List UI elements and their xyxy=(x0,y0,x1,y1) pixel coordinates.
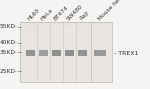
Bar xyxy=(64,28,74,31)
Bar xyxy=(39,50,48,56)
Bar xyxy=(26,50,34,56)
Text: - TREX1: - TREX1 xyxy=(114,51,138,56)
Bar xyxy=(51,28,60,31)
Bar xyxy=(94,50,106,56)
Text: Mouse heart: Mouse heart xyxy=(97,0,127,22)
Bar xyxy=(26,28,34,31)
Bar xyxy=(51,50,60,56)
Bar xyxy=(20,22,112,82)
Bar xyxy=(78,50,87,56)
Bar xyxy=(39,28,48,31)
Text: Raji: Raji xyxy=(79,10,90,22)
Text: 55KD-: 55KD- xyxy=(0,24,18,29)
Text: 25KD-: 25KD- xyxy=(0,69,18,74)
Text: HeLa: HeLa xyxy=(40,7,54,22)
Text: 40KD-: 40KD- xyxy=(0,40,18,45)
Text: SW480: SW480 xyxy=(66,3,84,22)
Text: HL60: HL60 xyxy=(27,7,41,22)
Bar xyxy=(64,50,74,56)
Text: BT474: BT474 xyxy=(53,5,70,22)
Text: 35KD-: 35KD- xyxy=(0,49,18,54)
Bar xyxy=(20,22,112,82)
